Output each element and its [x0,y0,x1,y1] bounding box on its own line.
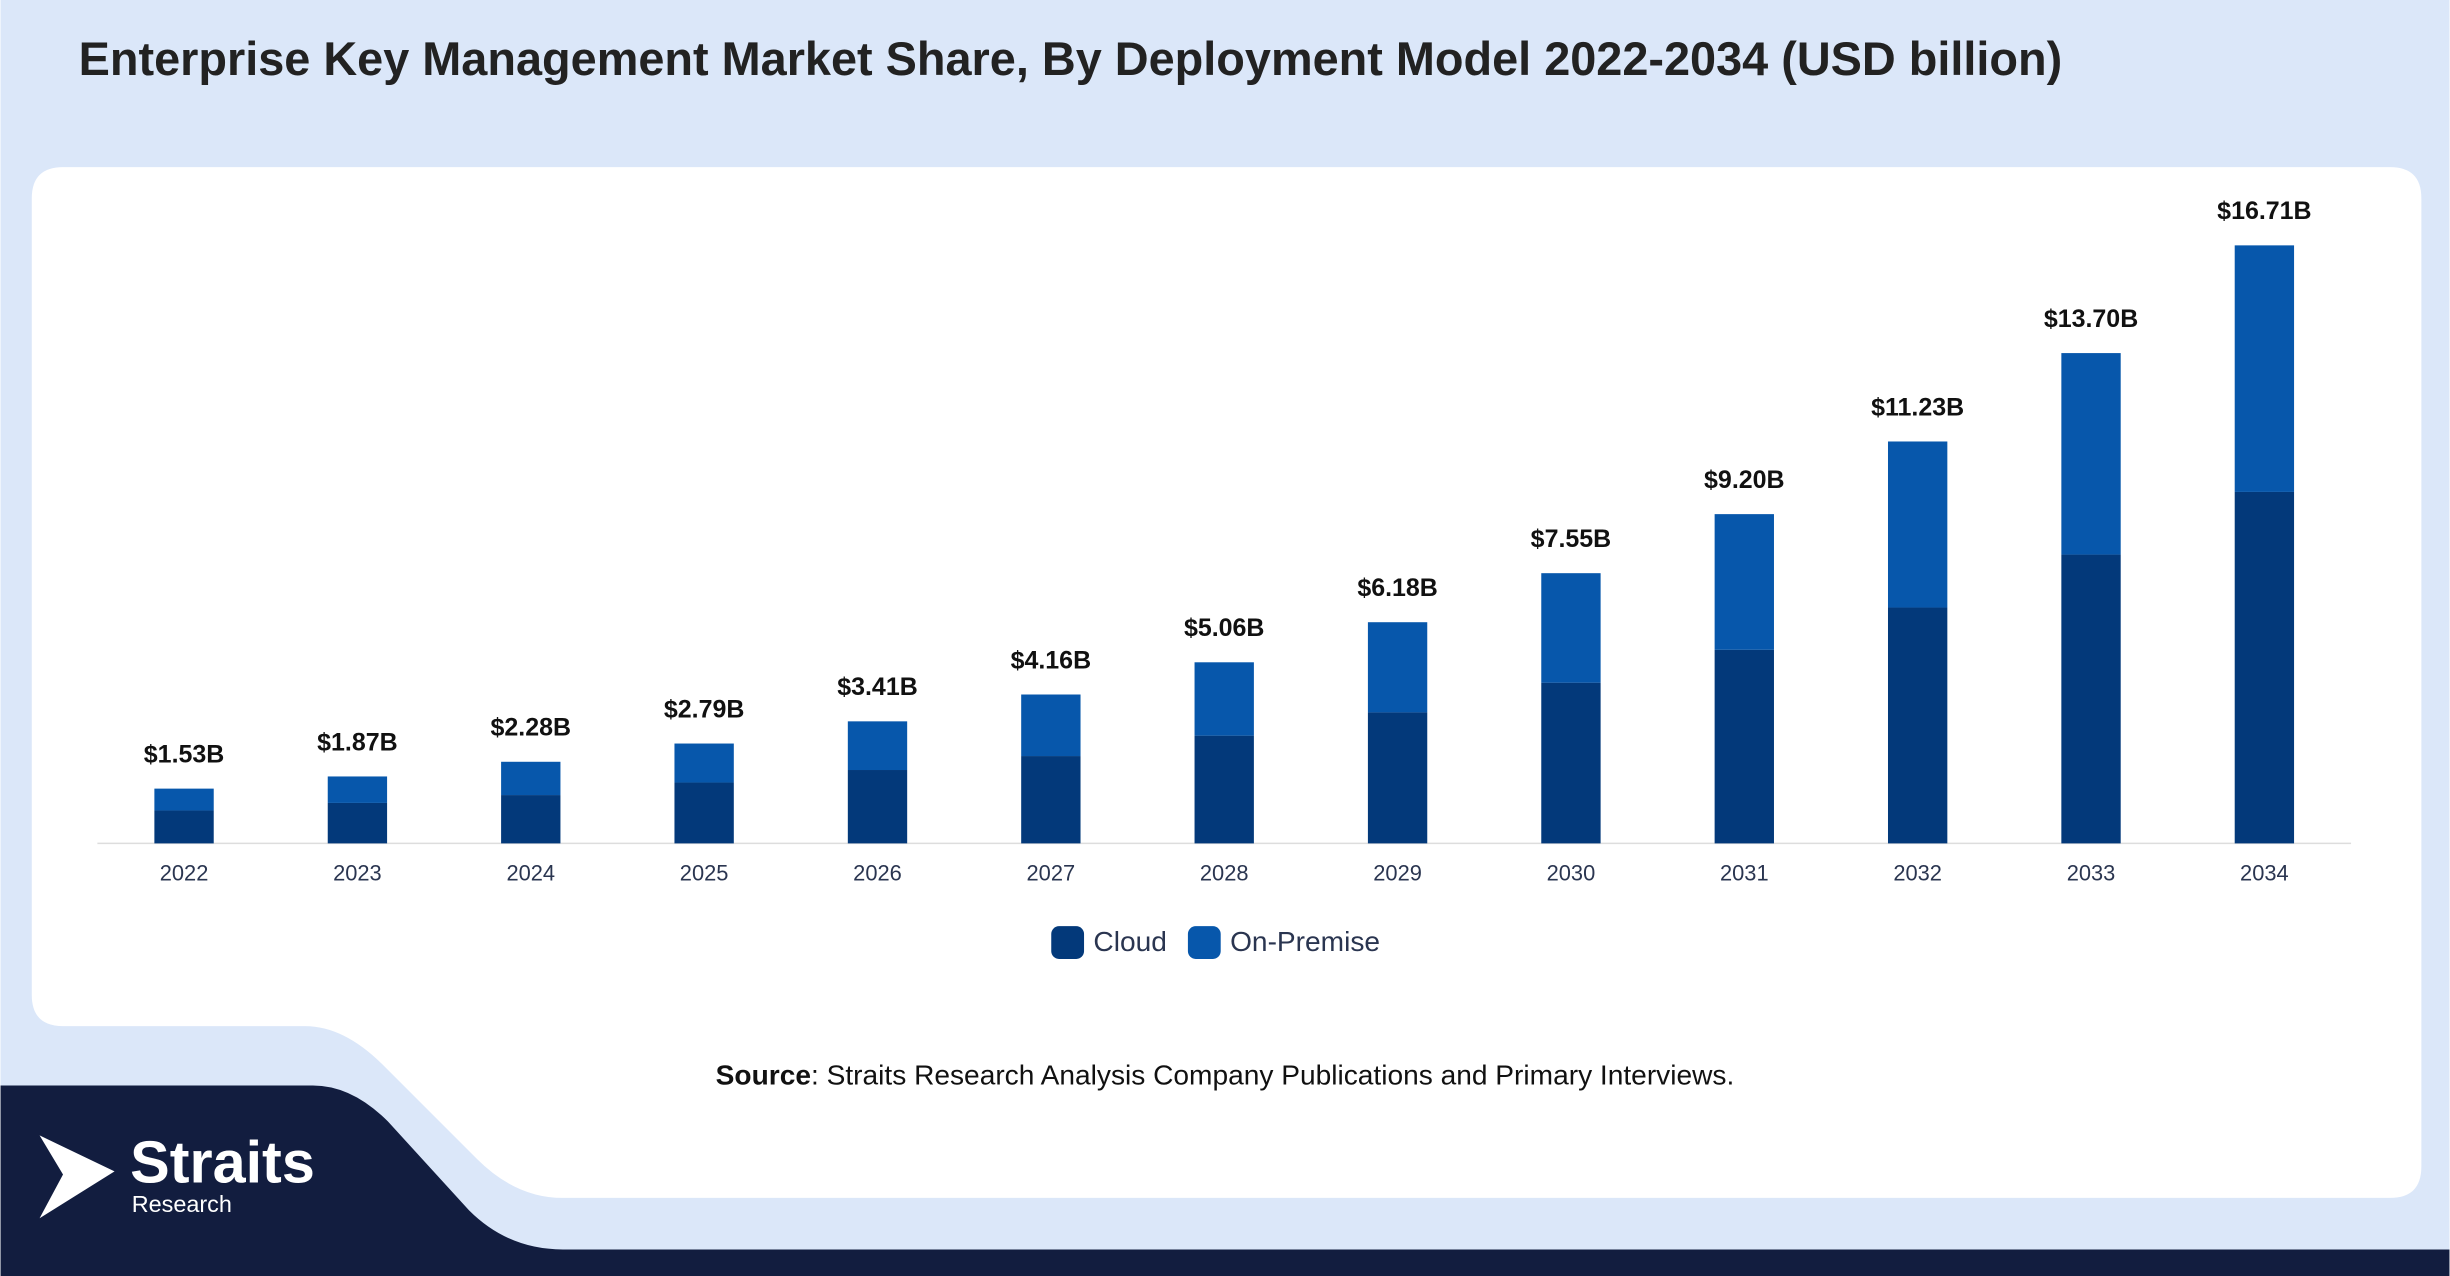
total-label: $3.41B [837,673,918,701]
total-label: $9.20B [1704,466,1785,494]
x-tick-label: 2034 [2240,860,2289,885]
bar-segment [2234,245,2295,492]
total-label: $13.70B [2044,305,2138,333]
bar-segment [501,761,561,796]
source-text: : Straits Research Analysis Company Publ… [811,1060,1734,1091]
bar-segment [1367,622,1428,713]
bar-segment [1021,756,1081,844]
total-label: $2.28B [491,714,572,742]
x-tick-label: 2026 [853,860,902,885]
brand: Straits [130,1128,315,1195]
bar-segment [1194,735,1254,844]
total-label: $11.23B [1871,393,1964,421]
bar-segment [847,770,908,844]
bar-segment [154,810,214,844]
total-label: $6.18B [1357,574,1438,602]
x-tick-label: 2033 [2067,860,2116,885]
bar-segment [1367,712,1428,844]
x-tick-label: 2023 [333,860,382,885]
total-label: $7.55B [1531,525,1612,553]
footer-band [0,1085,2450,1276]
bar-segment [674,743,734,783]
legend-label: Cloud [1093,926,1166,957]
legend-label: On-Premise [1230,926,1380,957]
x-tick-label: 2030 [1547,860,1596,885]
bar-segment [1714,649,1774,844]
source-label: Source [716,1060,811,1091]
chart-title: Enterprise Key Management Market Share, … [79,33,2063,85]
bar-segment [1541,573,1601,683]
bar-segment [501,795,561,844]
brand-sub: Research [132,1191,232,1217]
total-label: $16.71B [2217,197,2311,225]
x-tick-label: 2028 [1200,860,1249,885]
total-label: $1.87B [317,728,398,756]
legend-swatch [1051,926,1085,959]
total-label: $1.53B [144,740,225,768]
bar-segment [1714,514,1774,650]
plot: $1.53B 2022 $1.87B 2023 $2.28B 2024 $2.79B 2025… [97,197,2352,959]
bar-segment [154,788,214,811]
x-tick-label: 2027 [1027,860,1076,885]
bar-segment [327,776,388,803]
total-label: $5.06B [1184,614,1265,642]
legend-swatch [1187,926,1221,959]
bar-segment [327,802,388,844]
bar-segment [1541,682,1601,844]
total-label: $4.16B [1011,646,1092,674]
bar-segment [674,782,734,844]
bar-segment [847,721,908,771]
bar-segment [2061,353,2121,555]
bar-segment [1021,694,1081,757]
x-tick-label: 2022 [160,860,209,885]
bar-segment [1887,607,1948,844]
source: Source: Straits Research Analysis Compan… [716,1060,1735,1091]
x-tick-label: 2029 [1373,860,1422,885]
x-tick-label: 2032 [1893,860,1942,885]
bar-segment [2061,554,2121,844]
x-tick-label: 2025 [680,860,729,885]
bar-segment [1194,662,1254,736]
logo-icon [39,1135,115,1219]
total-label: $2.79B [664,695,745,723]
x-tick-label: 2024 [506,860,555,885]
bar-segment [2234,491,2295,844]
x-tick-label: 2031 [1720,860,1769,885]
bar-segment [1887,441,1948,608]
